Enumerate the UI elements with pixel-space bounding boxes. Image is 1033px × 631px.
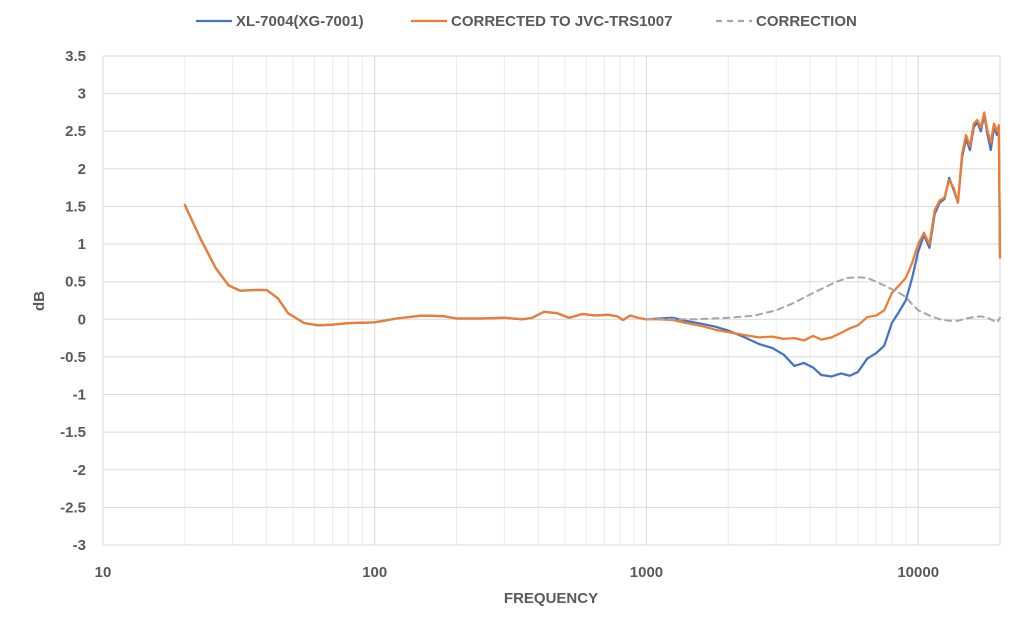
y-tick-label: 2 bbox=[78, 161, 86, 178]
legend: XL-7004(XG-7001) CORRECTED TO JVC-TRS1007… bbox=[196, 13, 857, 30]
y-tick-label: -1 bbox=[73, 387, 86, 404]
legend-label: XL-7004(XG-7001) bbox=[236, 13, 364, 30]
series-line-xl-7004-xg-7001- bbox=[183, 113, 1002, 378]
y-tick-label: 1.5 bbox=[65, 198, 86, 215]
y-tick-label: -2 bbox=[73, 462, 86, 479]
y-tick-label: -0.5 bbox=[60, 349, 86, 366]
x-axis-ticks: 10 100 1000 10000 bbox=[95, 564, 939, 581]
legend-label: CORRECTED TO JVC-TRS1007 bbox=[451, 13, 672, 30]
y-tick-label: 0 bbox=[78, 311, 86, 328]
series-line-corrected-to-jvc-trs1007 bbox=[183, 111, 1002, 342]
x-tick-label: 10000 bbox=[897, 564, 939, 581]
y-axis-label: dB bbox=[31, 291, 48, 311]
y-tick-label: 2.5 bbox=[65, 123, 86, 140]
x-tick-label: 10 bbox=[95, 564, 112, 581]
x-tick-label: 1000 bbox=[630, 564, 663, 581]
y-tick-label: 0.5 bbox=[65, 274, 86, 291]
y-tick-label: 3.5 bbox=[65, 48, 86, 65]
series-lines bbox=[183, 111, 1002, 378]
y-tick-label: 1 bbox=[78, 236, 86, 253]
series-line-correction bbox=[645, 276, 1001, 324]
x-tick-label: 100 bbox=[362, 564, 387, 581]
grid-major bbox=[102, 55, 1001, 546]
legend-label: CORRECTION bbox=[756, 13, 857, 30]
y-tick-label: 3 bbox=[78, 86, 86, 103]
y-tick-label: -3 bbox=[73, 537, 86, 554]
y-tick-label: -2.5 bbox=[60, 499, 86, 516]
grid-minor bbox=[184, 56, 1001, 545]
y-tick-label: -1.5 bbox=[60, 424, 86, 441]
x-axis-label: FREQUENCY bbox=[504, 590, 598, 607]
y-axis-ticks: 3.5 3 2.5 2 1.5 1 0.5 0 -0.5 -1 -1.5 -2 -2.5 -3 bbox=[60, 48, 86, 554]
